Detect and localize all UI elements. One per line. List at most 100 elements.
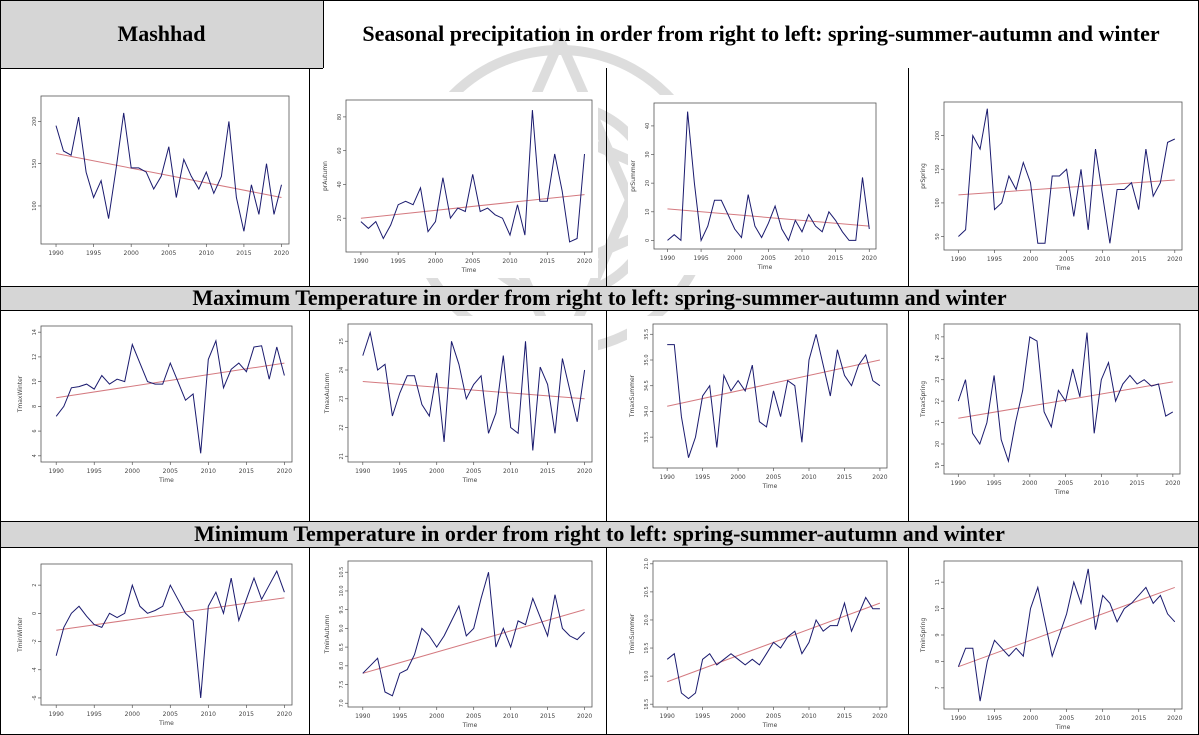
y-tick-label: 2 [32, 584, 38, 587]
series-line [362, 572, 585, 697]
y-tick-label: 8 [935, 660, 941, 663]
y-tick-label: 9.5 [339, 606, 345, 614]
y-axis-label: prSummer [630, 160, 637, 192]
grid-line [0, 310, 1199, 311]
series-line [957, 568, 1176, 702]
x-tick-label: 2020 [277, 711, 292, 718]
chart-svg-6: 1990 1995 2000 2005 2010 2015 2020 33.5 34.0 34.5… [629, 323, 888, 490]
y-tick-label: 10 [935, 605, 941, 611]
x-axis-label: Time [762, 722, 778, 729]
tmax-header: Maximum Temperature in order from right … [0, 285, 1199, 310]
y-axis-label: prSpring [920, 163, 927, 189]
chart-tmin-winter: 1990 1995 2000 2005 2010 2015 2020 -6 -4 -2 0 2 Time… [15, 556, 298, 731]
x-tick-label: 1995 [87, 468, 102, 475]
x-tick-label: 1990 [951, 715, 966, 722]
plot-frame [943, 101, 1183, 251]
x-tick-label: 2005 [761, 255, 776, 262]
x-tick-label: 2010 [1095, 256, 1110, 263]
x-tick-label: 2020 [1167, 256, 1182, 263]
x-tick-label: 2015 [828, 255, 843, 262]
plot-frame [943, 323, 1181, 475]
precip-header-text: Seasonal precipitation in order from rig… [362, 21, 1160, 46]
y-axis-label: prAutumn [322, 161, 329, 191]
y-tick-label: 12 [32, 354, 38, 360]
y-axis-label: TminWinter [17, 617, 24, 653]
y-tick-label: 20.0 [644, 614, 650, 625]
chart-svg-0: 1990 1995 2000 2005 2010 2015 2020 100 150 200 [32, 95, 290, 257]
chart-svg-3: 1990 1995 2000 2005 2010 2015 2020 50 100 150 200 T… [920, 101, 1183, 272]
x-tick-label: 1990 [951, 256, 966, 263]
tmin-header-text: Minimum Temperature in order from right … [194, 521, 1005, 546]
trend-line [667, 359, 881, 407]
x-tick-label: 1995 [987, 715, 1002, 722]
series-line [362, 330, 586, 451]
chart-svg-11: 1990 1995 2000 2005 2010 2015 2020 7 8 9 10 11 Time T… [920, 560, 1183, 731]
series-line [360, 110, 585, 243]
chart-precip-spring: 1990 1995 2000 2005 2010 2015 2020 50 100 150 200 T… [918, 94, 1188, 276]
y-axis-label: TmaxAutumn [324, 373, 331, 415]
y-tick-label: 0 [32, 612, 38, 615]
plot-frame [40, 95, 290, 245]
series-line [55, 569, 285, 698]
grid-line [309, 310, 310, 521]
x-tick-label: 2005 [1059, 715, 1074, 722]
x-tick-label: 1990 [49, 711, 64, 718]
x-tick-label: 2020 [1165, 480, 1180, 487]
y-tick-label: 100 [935, 198, 941, 208]
x-tick-label: 2000 [125, 711, 140, 718]
y-tick-label: 40 [645, 123, 651, 129]
x-tick-label: 2005 [1059, 256, 1074, 263]
y-tick-label: 80 [337, 114, 343, 120]
grid-line [606, 68, 607, 286]
x-tick-label: 2015 [837, 474, 852, 481]
grid-line [908, 68, 909, 286]
plot-frame [652, 323, 888, 469]
y-tick-label: 7 [935, 686, 941, 689]
y-tick-label: 33.5 [644, 432, 650, 443]
y-tick-label: 24 [339, 367, 345, 373]
grid-line [323, 0, 324, 68]
series-line [55, 338, 285, 454]
y-tick-label: 25 [339, 338, 345, 344]
y-tick-label: 24 [935, 355, 941, 361]
series-line [667, 111, 870, 243]
x-axis-label: Time [762, 483, 778, 490]
grid-line [908, 310, 909, 521]
series-line [666, 596, 880, 700]
y-tick-label: 11 [935, 579, 941, 585]
trend-line [55, 153, 282, 198]
y-tick-label: 8.0 [339, 662, 345, 670]
y-tick-label: 19.0 [644, 671, 650, 682]
chart-svg-10: 1990 1995 2000 2005 2010 2015 2020 18.5 19.0 19.5… [629, 558, 888, 729]
trend-line [362, 381, 585, 400]
station-header: Mashhad [0, 0, 323, 68]
y-tick-label: 100 [32, 201, 38, 211]
y-axis-label: TminSpring [920, 618, 927, 654]
y-tick-label: 8.5 [339, 643, 345, 651]
x-tick-label: 2000 [429, 468, 444, 475]
x-tick-label: 2010 [801, 713, 816, 720]
series-line [958, 108, 1176, 244]
x-tick-label: 2005 [1058, 480, 1073, 487]
y-tick-label: 7.0 [339, 699, 345, 707]
plot-frame [653, 102, 877, 250]
x-tick-label: 2015 [239, 711, 254, 718]
x-tick-label: 1995 [695, 474, 710, 481]
x-tick-label: 2020 [577, 468, 592, 475]
y-axis-label: TminSummer [629, 613, 636, 655]
x-tick-label: 2010 [794, 255, 809, 262]
x-tick-label: 2015 [540, 713, 555, 720]
grid-line [0, 0, 1, 735]
x-tick-label: 2000 [727, 255, 742, 262]
x-tick-label: 2000 [730, 474, 745, 481]
x-axis-label: Time [158, 477, 174, 484]
trend-line [362, 609, 585, 674]
x-tick-label: 1995 [986, 480, 1001, 487]
x-tick-label: 2015 [540, 258, 555, 265]
grid-line [606, 310, 607, 521]
plot-frame [347, 560, 593, 708]
x-tick-label: 1990 [355, 468, 370, 475]
x-axis-label: Time [462, 477, 478, 484]
y-tick-label: 9 [935, 633, 941, 636]
y-tick-label: 30 [645, 151, 651, 157]
